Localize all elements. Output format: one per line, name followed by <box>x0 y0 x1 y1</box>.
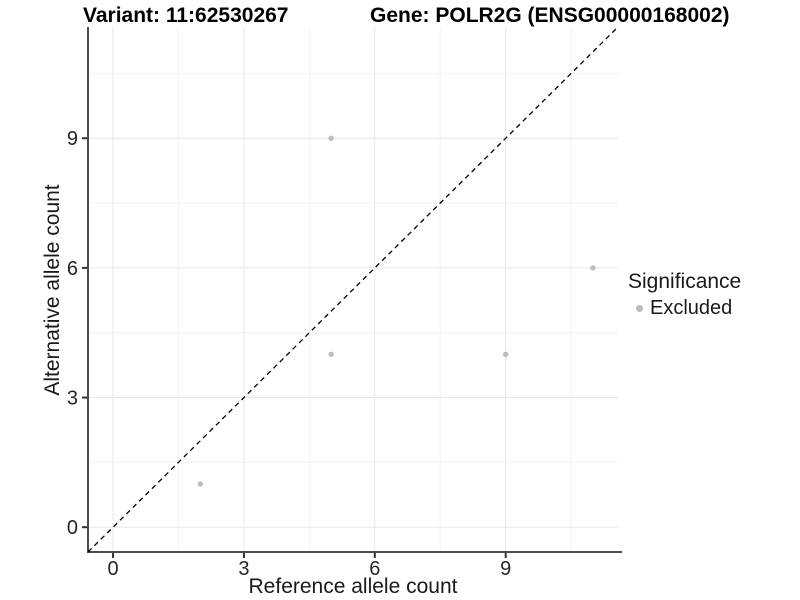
data-point <box>328 135 334 141</box>
y-tick-label: 6 <box>67 258 78 280</box>
legend-entry-excluded: Excluded <box>628 297 741 320</box>
data-point <box>503 351 509 358</box>
y-tick-label: 0 <box>67 517 78 539</box>
data-point <box>590 265 596 271</box>
data-point <box>328 351 334 358</box>
x-tick-label: 3 <box>238 558 249 580</box>
legend-title: Significance <box>628 270 742 293</box>
x-tick-label: 9 <box>500 558 511 580</box>
identity-line <box>87 26 619 553</box>
variant-title: Variant: 11:62530267 <box>83 4 289 27</box>
y-tick-label: 3 <box>67 388 78 410</box>
gene-title: Gene: POLR2G (ENSG00000168002) <box>370 4 730 27</box>
legend: Significance Excluded <box>628 270 741 320</box>
x-tick-label: 6 <box>369 558 380 580</box>
data-point <box>197 481 203 487</box>
x-tick-label: 0 <box>107 558 118 580</box>
x-axis-title: Reference allele count <box>248 575 458 598</box>
legend-entry-label: Excluded <box>650 297 733 319</box>
y-axis-title: Alternative allele count <box>41 184 64 396</box>
y-tick-label: 9 <box>67 128 78 150</box>
excluded-point-icon <box>636 305 643 312</box>
